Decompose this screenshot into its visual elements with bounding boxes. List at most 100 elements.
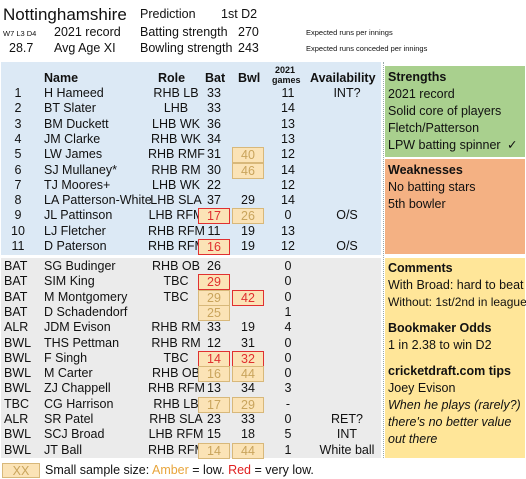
player-role: LHB RFM — [148, 208, 204, 222]
bat-value: 14 — [198, 443, 230, 459]
games-value: 3 — [284, 381, 292, 395]
games-value: 1 — [284, 305, 292, 319]
games-value: 0 — [284, 351, 292, 365]
col-availability: Availability — [310, 71, 376, 85]
bat-value: 11 — [207, 224, 221, 238]
player-name: F Singh — [44, 351, 88, 365]
bat-value: 36 — [207, 117, 221, 131]
player-name: SCJ Broad — [44, 427, 105, 441]
bat-value: 37 — [207, 193, 221, 207]
player-name: JT Ball — [44, 443, 82, 457]
legend-text-1: Small sample size: — [45, 463, 152, 477]
row-number: 3 — [14, 117, 22, 131]
bwl-value: 19 — [241, 224, 255, 238]
player-role: RHB OB — [152, 259, 200, 273]
batting-label: Batting strength — [140, 25, 228, 39]
position-tag: BWL — [4, 351, 32, 365]
position-tag: BWL — [4, 366, 32, 380]
player-name: JDM Evison — [44, 320, 111, 334]
col-games: games — [272, 75, 301, 85]
col-games-year: 2021 — [275, 65, 296, 75]
bat-value: 14 — [198, 351, 230, 367]
bwl-value: 44 — [232, 366, 264, 382]
col-name: Name — [44, 71, 79, 85]
player-name: M Carter — [44, 366, 93, 380]
comments-title: Comments — [388, 261, 453, 275]
player-name: BM Duckett — [44, 117, 109, 131]
weaknesses-title: Weaknesses — [388, 163, 463, 177]
games-value: 12 — [281, 147, 295, 161]
player-name: H Hameed — [44, 86, 104, 100]
col-bwl: Bwl — [238, 71, 261, 85]
position-tag: ALR — [4, 320, 29, 334]
games-value: 13 — [281, 117, 295, 131]
bat-value: 33 — [207, 101, 221, 115]
position-tag: BAT — [4, 274, 28, 288]
batting-value: 270 — [238, 25, 259, 39]
games-value: - — [285, 397, 291, 411]
player-name: SR Patel — [44, 412, 94, 426]
games-value: 0 — [284, 259, 292, 273]
tips-line: there's no better value — [388, 415, 512, 429]
legend-swatch: XX — [2, 463, 40, 478]
games-value: 13 — [281, 224, 295, 238]
player-name: LA Patterson-White — [44, 193, 152, 207]
bat-value: 13 — [207, 381, 221, 395]
games-value: 0 — [284, 366, 292, 380]
bat-value: 29 — [198, 274, 230, 290]
availability-value: White ball — [319, 443, 375, 457]
row-number: 11 — [11, 239, 25, 253]
strength-item: LPW batting spinner — [388, 138, 501, 152]
avg-age-label: Avg Age XI — [54, 41, 116, 55]
games-value: 14 — [281, 163, 295, 177]
player-role: RHB LB — [153, 397, 199, 411]
weakness-item: 5th bowler — [388, 197, 446, 211]
row-number: 9 — [14, 208, 22, 222]
player-name: JM Clarke — [44, 132, 101, 146]
player-role: RHB RMF — [148, 147, 205, 161]
bat-value: 34 — [207, 132, 221, 146]
bowling-label: Bowling strength — [140, 41, 233, 55]
bat-value: 17 — [198, 208, 230, 224]
bwl-value: 33 — [241, 412, 255, 426]
player-name: TJ Moores+ — [44, 178, 111, 192]
player-role: TBC — [163, 274, 189, 288]
player-role: RHB RFM — [148, 224, 205, 238]
legend-text-2: = low. — [188, 463, 229, 477]
availability-value: INT — [336, 427, 358, 441]
player-name: CG Harrison — [44, 397, 114, 411]
row-number: 2 — [14, 101, 22, 115]
games-value: 11 — [281, 86, 295, 100]
strength-item: Solid core of players — [388, 104, 502, 118]
position-tag: BAT — [4, 259, 28, 273]
strength-item: 2021 record — [388, 87, 455, 101]
comment-item: Without: 1st/2nd in league — [388, 295, 526, 309]
avg-age-value: 28.7 — [9, 41, 34, 55]
col-bat: Bat — [205, 71, 226, 85]
record-mini: W7 L3 D4 — [3, 29, 37, 38]
player-role: RHB WK — [151, 132, 201, 146]
bat-value: 12 — [207, 336, 221, 350]
batting-note: Expected runs per innings — [306, 28, 393, 37]
games-value: 14 — [281, 193, 295, 207]
row-number: 5 — [14, 147, 22, 161]
availability-value: O/S — [336, 239, 358, 253]
games-value: 0 — [284, 412, 292, 426]
bat-value: 23 — [207, 412, 221, 426]
strengths-panel — [385, 66, 525, 157]
fringe-panel — [1, 258, 381, 458]
row-number: 10 — [11, 224, 25, 238]
player-role: RHB RM — [151, 320, 201, 334]
games-value: 14 — [281, 101, 295, 115]
position-tag: BAT — [4, 290, 28, 304]
row-number: 4 — [14, 132, 22, 146]
availability-value: RET? — [331, 412, 363, 426]
player-role: RHB LB — [153, 86, 199, 100]
bwl-value: 46 — [232, 163, 264, 179]
check-icon: ✓ — [507, 138, 518, 152]
col-role: Role — [158, 71, 186, 85]
player-name: M Montgomery — [44, 290, 128, 304]
bwl-value: 34 — [241, 381, 255, 395]
squad-panel — [1, 62, 381, 255]
games-value: 0 — [284, 290, 292, 304]
